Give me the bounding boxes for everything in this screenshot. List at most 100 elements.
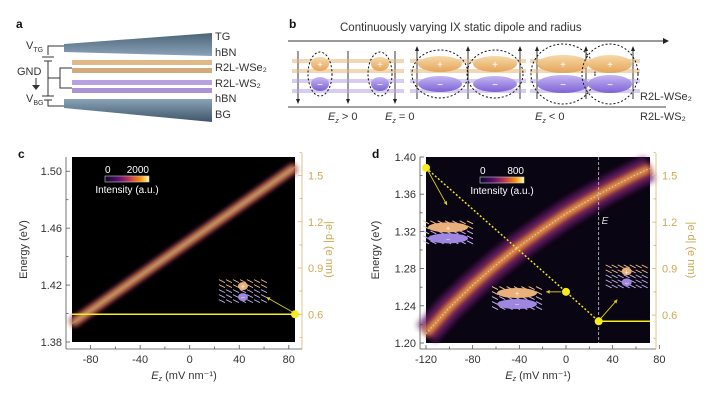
electron-cloud <box>311 77 329 91</box>
gnd-label: GND <box>17 66 42 78</box>
field-vector <box>232 284 240 289</box>
dipole-series-line <box>425 167 600 322</box>
x-tick-label: 80 <box>653 354 665 366</box>
exciton-radius-outline <box>466 49 524 99</box>
field-arrow-icon <box>346 99 350 104</box>
field-vector <box>635 274 642 279</box>
hole-cloud <box>428 222 468 233</box>
hole-cloud <box>473 56 517 72</box>
field-vector <box>611 279 618 284</box>
field-arrow-icon <box>393 99 397 104</box>
hole-cloud <box>311 57 329 71</box>
pointer-arrow <box>600 299 618 319</box>
colorbar-title: Intensity (a.u.) <box>470 186 533 197</box>
y-tick-label: 1.24 <box>395 301 416 313</box>
dipole-marker <box>594 317 603 326</box>
field-vector <box>528 286 535 290</box>
field-vector <box>246 294 254 299</box>
plus-icon: + <box>437 60 443 71</box>
field-vector <box>246 289 254 294</box>
lattice-row <box>530 69 640 73</box>
field-vector <box>430 220 437 225</box>
exciton-radius-outline <box>367 51 393 97</box>
top-gate-slab <box>64 33 212 56</box>
field-vector <box>611 284 618 289</box>
field-vector <box>623 274 630 279</box>
field-vector <box>605 264 612 269</box>
lattice-row <box>292 79 404 83</box>
field-vector <box>260 284 268 289</box>
minus-icon: − <box>515 302 519 309</box>
electron-cloud <box>588 75 632 93</box>
field-vector <box>635 269 642 274</box>
field-vector <box>611 264 618 269</box>
exciton-inset: +− <box>605 264 648 289</box>
field-vector <box>499 286 506 290</box>
colorbar-max-label: 2000 <box>127 165 150 176</box>
dipole-marker <box>422 163 430 172</box>
field-vector <box>260 279 268 284</box>
critical-field-label: E <box>602 216 609 227</box>
lattice-row <box>530 89 640 93</box>
field-vector <box>466 220 474 225</box>
hole-cloud <box>371 57 389 71</box>
ground-arrow-icon <box>32 85 40 90</box>
x-tick-label: 40 <box>607 354 619 366</box>
y2-tick-label: 1.5 <box>662 171 677 183</box>
field-arrow-icon <box>584 46 588 51</box>
exciton-radius-outline <box>581 43 639 105</box>
field-arrow-icon <box>518 46 522 51</box>
bottom-gate-slab <box>64 99 212 122</box>
condition-negative: Ez < 0 <box>535 111 565 126</box>
electron-cloud <box>473 76 517 92</box>
y-tick-label: 1.28 <box>395 264 416 276</box>
y-tick-label: 1.42 <box>41 280 62 292</box>
dipole-marker <box>562 287 570 296</box>
plus-icon: + <box>241 284 245 291</box>
electron-cloud <box>537 75 589 93</box>
minus-icon: − <box>446 236 450 243</box>
field-vector <box>218 289 226 294</box>
field-vector <box>629 264 636 269</box>
electron-cloud <box>418 76 462 92</box>
field-vector <box>641 274 648 279</box>
y-tick-label: 1.36 <box>395 189 416 201</box>
field-arrow-icon <box>535 46 539 51</box>
field-vector <box>535 296 543 300</box>
y2-tick-label: 1.2 <box>662 217 677 229</box>
x-tick-label: -40 <box>511 354 527 366</box>
field-arrow-icon <box>415 46 419 51</box>
lattice-row <box>410 89 526 93</box>
electron-cloud <box>621 278 632 287</box>
field-vector <box>535 306 543 310</box>
lattice-row <box>292 89 404 93</box>
field-vector <box>253 284 261 289</box>
y-tick-label: 1.38 <box>41 337 62 349</box>
field-vector <box>535 291 543 295</box>
x-tick-label: 0 <box>187 354 193 366</box>
y2-axis-label: |e·d| (e nm) <box>323 221 335 277</box>
pointer-arrowhead-icon <box>443 201 447 206</box>
field-vector <box>459 230 466 235</box>
minus-icon: − <box>625 280 629 287</box>
field-vector <box>225 299 233 304</box>
exciton-inset: +− <box>491 286 543 310</box>
panel-c-label: c <box>18 147 25 161</box>
x-axis-label: Ez (mV nm⁻¹) <box>505 370 571 383</box>
plus-icon: + <box>317 60 323 71</box>
field-vector <box>641 264 648 269</box>
pointer-arrow <box>266 296 294 314</box>
field-vector <box>225 284 233 289</box>
field-vector <box>641 279 648 284</box>
field-vector <box>535 301 543 305</box>
field-vector <box>617 284 624 289</box>
colorbar <box>479 176 525 184</box>
field-vector <box>430 240 437 245</box>
lattice-row <box>410 69 526 73</box>
colorbar <box>104 175 150 183</box>
field-arrow-icon <box>296 99 300 104</box>
exciton-inset: +− <box>218 279 268 304</box>
electron-cloud <box>237 293 248 302</box>
